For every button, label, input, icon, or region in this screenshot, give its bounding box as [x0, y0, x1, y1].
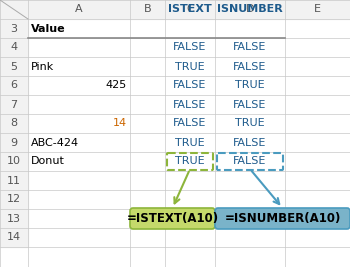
Text: ISTEXT: ISTEXT	[168, 5, 212, 14]
Bar	[215, 0, 285, 19]
Text: 7: 7	[10, 100, 18, 109]
Text: 5: 5	[10, 61, 18, 72]
Bar	[0, 95, 28, 114]
Text: ABC-424: ABC-424	[31, 138, 79, 147]
Text: TRUE: TRUE	[235, 119, 265, 128]
Bar	[0, 228, 28, 247]
Text: Pink: Pink	[31, 61, 54, 72]
Text: Value: Value	[31, 23, 66, 33]
Bar	[0, 171, 28, 190]
Text: FALSE: FALSE	[173, 119, 207, 128]
Text: FALSE: FALSE	[233, 100, 267, 109]
Text: =ISNUMBER(A10): =ISNUMBER(A10)	[224, 212, 341, 225]
Text: FALSE: FALSE	[233, 138, 267, 147]
Bar	[0, 114, 28, 133]
Bar	[130, 0, 165, 19]
Bar	[165, 0, 215, 19]
Text: 8: 8	[10, 119, 18, 128]
Text: 11: 11	[7, 175, 21, 186]
Text: TRUE: TRUE	[175, 61, 205, 72]
Text: 4: 4	[10, 42, 18, 53]
Text: FALSE: FALSE	[173, 42, 207, 53]
Bar	[0, 209, 28, 228]
Bar	[0, 152, 28, 171]
Text: TRUE: TRUE	[235, 80, 265, 91]
Bar	[0, 76, 28, 95]
Bar	[0, 19, 28, 38]
Text: 13: 13	[7, 214, 21, 223]
Text: FALSE: FALSE	[233, 156, 267, 167]
Text: FALSE: FALSE	[233, 61, 267, 72]
FancyBboxPatch shape	[215, 208, 350, 229]
Text: 14: 14	[7, 233, 21, 242]
Text: 6: 6	[10, 80, 18, 91]
Text: ISNUMBER: ISNUMBER	[217, 5, 283, 14]
Text: A: A	[75, 5, 83, 14]
Bar	[0, 133, 28, 152]
Bar	[0, 190, 28, 209]
Text: 12: 12	[7, 194, 21, 205]
FancyBboxPatch shape	[130, 208, 215, 229]
Text: TRUE: TRUE	[175, 156, 205, 167]
Text: FALSE: FALSE	[173, 100, 207, 109]
Text: 425: 425	[106, 80, 127, 91]
Text: =ISTEXT(A10): =ISTEXT(A10)	[126, 212, 218, 225]
Text: FALSE: FALSE	[173, 80, 207, 91]
Text: C: C	[186, 5, 194, 14]
Text: 10: 10	[7, 156, 21, 167]
Text: TRUE: TRUE	[175, 138, 205, 147]
Text: D: D	[246, 5, 254, 14]
Text: Donut: Donut	[31, 156, 65, 167]
Text: B: B	[144, 5, 151, 14]
Text: 14: 14	[113, 119, 127, 128]
Bar	[28, 0, 130, 19]
Bar	[0, 0, 28, 19]
Bar	[0, 38, 28, 57]
Text: E: E	[314, 5, 321, 14]
Text: 3: 3	[10, 23, 18, 33]
Text: 9: 9	[10, 138, 18, 147]
Bar	[0, 57, 28, 76]
Bar	[285, 0, 350, 19]
Text: FALSE: FALSE	[233, 42, 267, 53]
